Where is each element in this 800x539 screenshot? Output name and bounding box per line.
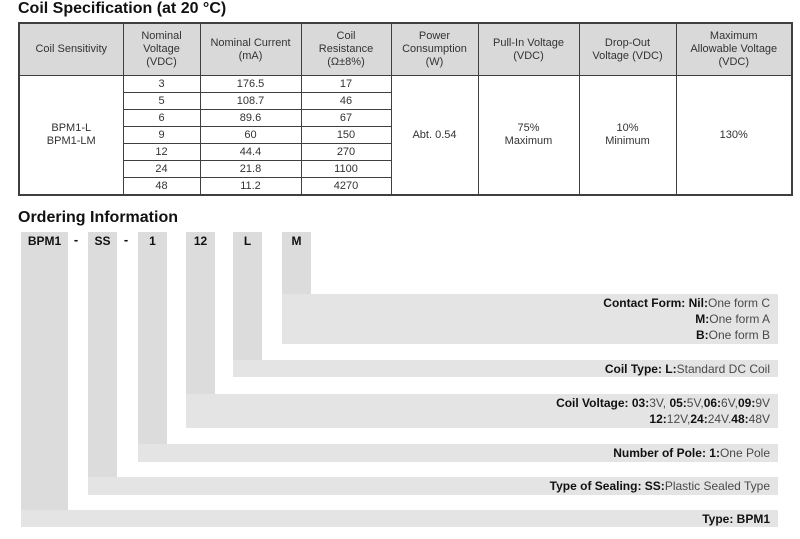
ordering-band-type: Type: BPM1 [21, 510, 778, 527]
table-row: 24 21.8 1100 [19, 160, 792, 178]
current-cell: 60 [199, 126, 302, 144]
table-row: BPM1-L BPM1-LM 3 176.5 17 Abt. 0.54 75% … [18, 75, 793, 196]
resistance-cell: 270 [300, 143, 392, 161]
current-cell: 108.7 [199, 92, 302, 110]
voltage-cell: 6 [122, 109, 201, 127]
ordering-band-contact-form: Contact Form: Nil:One form C M:One form … [282, 294, 778, 344]
current-cell: 176.5 [199, 75, 302, 93]
code-bar-pole: 1 [138, 232, 167, 462]
column-header-power-consumption: Power Consumption (W) [390, 22, 479, 76]
ordering-band-coil-type: Coil Type: L:Standard DC Coil [233, 360, 778, 377]
code-label-coil-type: L [243, 234, 252, 248]
table-row: 6 89.6 67 [19, 109, 792, 127]
code-bar-coil-type: L [233, 232, 262, 377]
band-line: Type: BPM1 [702, 511, 770, 526]
code-label-sealing: SS [94, 234, 111, 248]
current-cell: 21.8 [199, 160, 302, 178]
column-header-coil-sensitivity: Coil Sensitivity [18, 22, 124, 76]
code-label-type: BPM1 [27, 234, 62, 248]
code-label-contact-form: M [291, 234, 302, 248]
table-header-row: Coil Sensitivity Nominal Voltage (VDC) N… [18, 22, 793, 76]
current-cell: 44.4 [199, 143, 302, 161]
resistance-cell: 4270 [300, 177, 392, 196]
resistance-cell: 46 [300, 92, 392, 110]
voltage-cell: 9 [122, 126, 201, 144]
drop-out-voltage-cell: 10% Minimum [578, 75, 677, 196]
max-allowable-voltage-cell: 130% [675, 75, 793, 196]
code-separator: - [73, 232, 79, 247]
band-line: Coil Type: L:Standard DC Coil [604, 361, 770, 376]
power-consumption-cell: Abt. 0.54 [390, 75, 479, 196]
column-header-pull-in-voltage: Pull-In Voltage (VDC) [477, 22, 580, 76]
column-header-nominal-voltage: Nominal Voltage (VDC) [122, 22, 201, 76]
band-line: B:One form B [695, 328, 770, 342]
voltage-cell: 5 [122, 92, 201, 110]
pull-in-voltage-cell: 75% Maximum [477, 75, 580, 196]
ordering-band-number-of-pole: Number of Pole: 1:One Pole [138, 444, 778, 462]
resistance-cell: 17 [300, 75, 392, 93]
resistance-cell: 1100 [300, 160, 392, 178]
ordering-band-type-of-sealing: Type of Sealing: SS:Plastic Sealed Type [88, 477, 778, 495]
column-header-nominal-current: Nominal Current (mA) [199, 22, 302, 76]
coil-spec-title: Coil Specification (at 20 °C) [18, 0, 227, 17]
coil-spec-table: Coil Sensitivity Nominal Voltage (VDC) N… [18, 22, 793, 196]
resistance-cell: 67 [300, 109, 392, 127]
coil-sensitivity-cell: BPM1-L BPM1-LM [18, 75, 124, 196]
code-bar-sealing: SS [88, 232, 117, 495]
band-line: 12:12V,24:24V.48:48V [649, 412, 770, 426]
voltage-cell: 48 [122, 177, 201, 196]
voltage-cell: 3 [122, 75, 201, 93]
current-cell: 11.2 [199, 177, 302, 196]
band-line: Contact Form: Nil:One form C [603, 296, 770, 310]
band-line: Number of Pole: 1:One Pole [613, 446, 770, 460]
column-header-drop-out-voltage: Drop-Out Voltage (VDC) [578, 22, 677, 76]
current-cell: 89.6 [199, 109, 302, 127]
column-header-max-allowable-voltage: Maximum Allowable Voltage (VDC) [675, 22, 793, 76]
code-label-voltage: 12 [193, 234, 208, 248]
band-line: M:One form A [695, 312, 770, 326]
voltage-cell: 24 [122, 160, 201, 178]
code-label-pole: 1 [149, 234, 156, 248]
table-row: 48 11.2 4270 [19, 177, 792, 196]
code-bar-type: BPM1 [21, 232, 68, 527]
code-separator: - [123, 232, 129, 247]
voltage-cell: 12 [122, 143, 201, 161]
resistance-cell: 150 [300, 126, 392, 144]
band-line: Coil Voltage: 03:3V, 05:5V,06:6V,09:9V [556, 396, 770, 410]
ordering-info-title: Ordering Information [18, 209, 178, 226]
band-line: Type of Sealing: SS:Plastic Sealed Type [549, 479, 770, 493]
column-header-coil-resistance: Coil Resistance (Ω±8%) [300, 22, 392, 76]
ordering-band-coil-voltage: Coil Voltage: 03:3V, 05:5V,06:6V,09:9V 1… [186, 394, 778, 428]
